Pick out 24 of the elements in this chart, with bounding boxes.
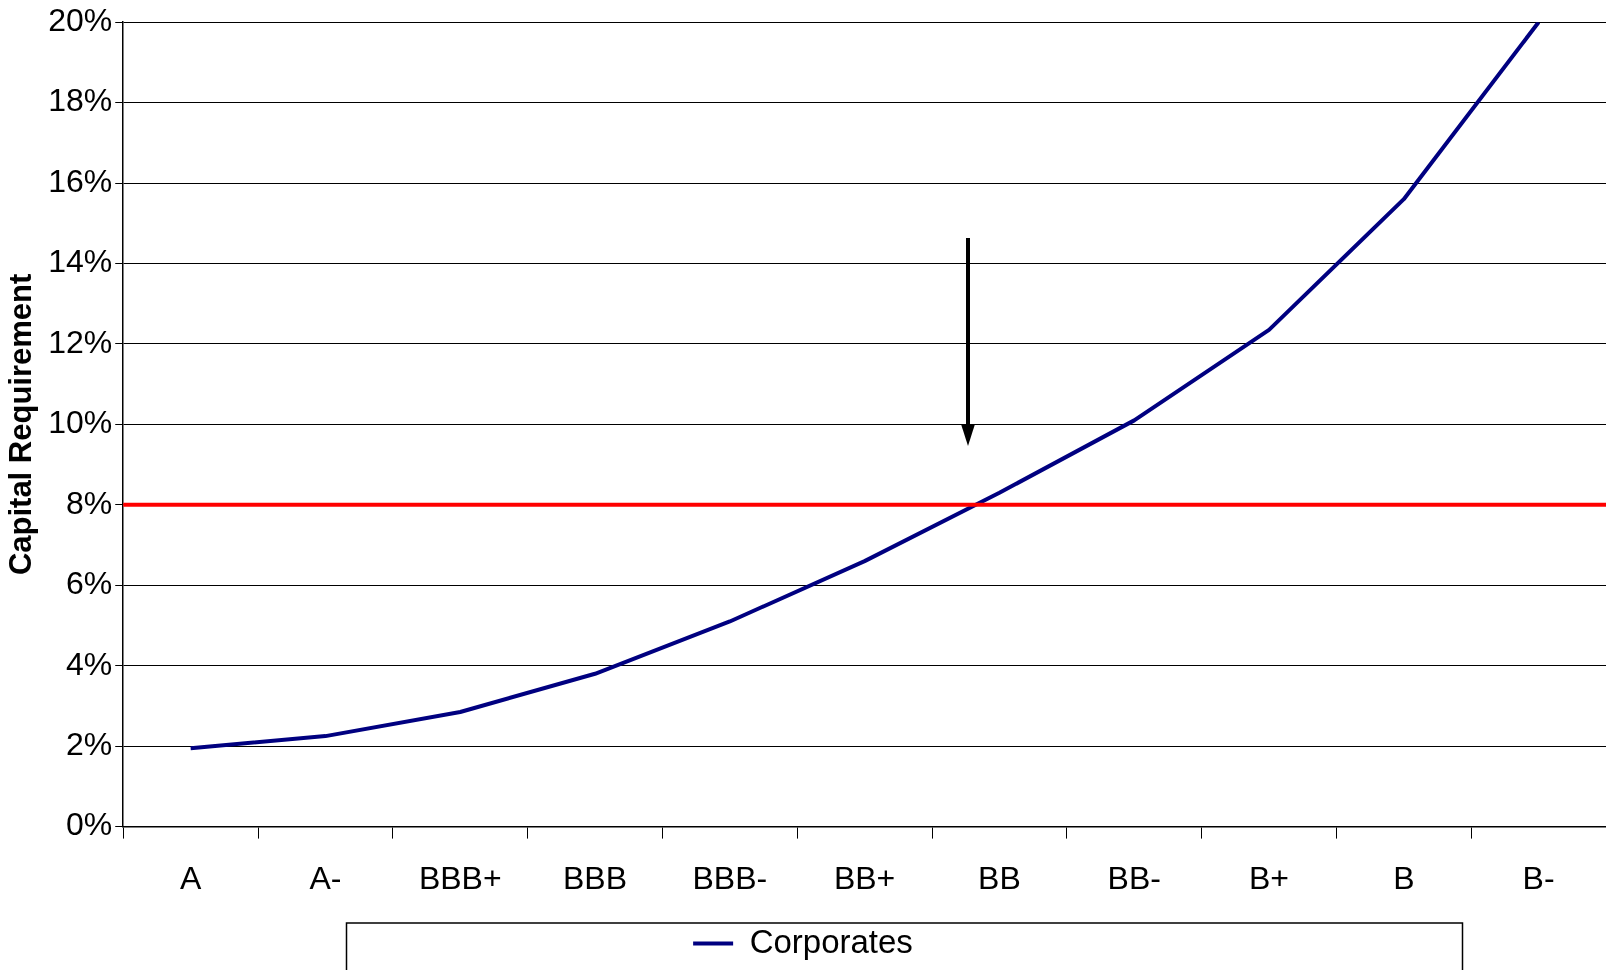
x-tick-label: BB+ — [833, 859, 896, 896]
y-tick-label: 16% — [48, 162, 113, 199]
y-tick-label: 12% — [48, 323, 113, 360]
y-tick-label: 14% — [48, 243, 113, 280]
x-tick-label: BBB+ — [418, 859, 502, 896]
y-tick-label: 10% — [48, 404, 113, 441]
x-tick-label: B — [1393, 859, 1415, 896]
y-tick-label: 0% — [66, 806, 113, 843]
y-tick-label: 2% — [66, 725, 113, 762]
x-tick-label: A- — [309, 859, 342, 896]
legend-label: Corporates — [749, 922, 913, 960]
x-tick-label: BBB- — [692, 859, 768, 896]
x-tick-label: B- — [1522, 859, 1555, 896]
x-tick-label: BBB — [563, 859, 628, 896]
y-axis-title: Capital Requirement — [3, 273, 39, 576]
y-tick-label: 4% — [66, 645, 113, 682]
y-tick-label: 8% — [66, 484, 113, 521]
y-tick-label: 18% — [48, 82, 113, 119]
x-tick-label: B+ — [1248, 859, 1290, 896]
x-tick-label: BB — [978, 859, 1021, 896]
y-tick-label: 6% — [66, 565, 113, 602]
x-tick-label: A — [179, 859, 202, 896]
x-tick-label: BB- — [1107, 859, 1161, 896]
y-tick-label: 20% — [48, 2, 113, 39]
